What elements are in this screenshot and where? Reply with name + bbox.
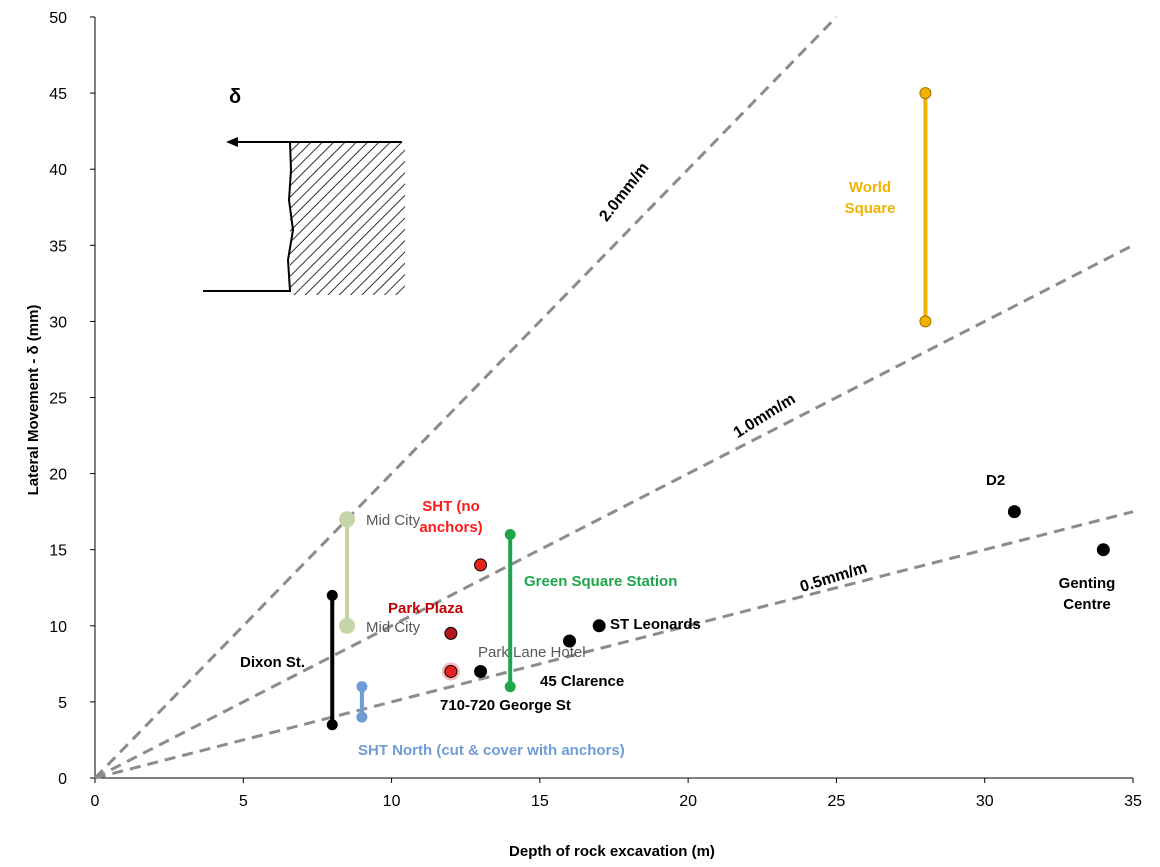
y-tick-label: 20 [49,467,67,484]
y-tick-label: 0 [58,771,67,788]
series-label: Green Square Station [524,571,677,592]
series-label: SHT (no anchors) [408,496,494,538]
series-label: 45 Clarence [540,671,624,692]
x-axis-title: Depth of rock excavation (m) [509,843,715,860]
arrow-head [226,137,238,147]
point [920,88,931,99]
series-label: ST Leonards [610,614,701,635]
point [920,316,931,327]
point [475,665,487,677]
point [327,590,338,601]
reference-label: 1.0mm/m [731,391,799,442]
reference-line [95,512,1133,778]
point [593,620,605,632]
reference-label: 0.5mm/m [798,559,869,596]
y-tick-label: 35 [49,238,67,255]
reference-line [95,245,1133,778]
y-tick-label: 25 [49,391,67,408]
point [505,681,516,692]
y-tick-label: 45 [49,86,67,103]
y-tick-label: 50 [49,10,67,27]
inset-label: δ [229,86,241,108]
point [445,627,457,639]
series-label: Genting Centre [1052,573,1122,615]
series-label: Park Plaza [388,598,463,619]
x-tick-label: 35 [1124,793,1142,810]
point [475,559,487,571]
y-tick-label: 5 [58,695,67,712]
x-tick-label: 5 [239,793,248,810]
y-tick-label: 15 [49,543,67,560]
series-label: Dixon St. [240,652,305,673]
point [356,712,367,723]
y-tick-label: 30 [49,314,67,331]
reference-line [95,17,836,778]
point [327,719,338,730]
x-tick-label: 0 [91,793,100,810]
point [1008,506,1020,518]
point [505,529,516,540]
x-tick-label: 20 [679,793,697,810]
page: {"chart_data": { "type": "scatter", "x_l… [0,0,1160,867]
series-label: 710-720 George St [440,695,571,716]
reference-label: 2.0mm/m [596,160,652,225]
chart: δ Depth of rock excavation (m) Lateral M… [0,0,1160,867]
point [445,665,457,677]
inset-diagram: δ [203,86,405,295]
series-label: D2 [986,470,1005,491]
series-label: SHT North (cut & cover with anchors) [358,740,625,761]
x-tick-label: 30 [976,793,994,810]
point [356,681,367,692]
x-tick-label: 25 [828,793,846,810]
point [1097,544,1109,556]
series-label: Mid City [366,617,420,638]
x-tick-label: 15 [531,793,549,810]
point [339,511,355,527]
point [339,618,355,634]
y-tick-label: 40 [49,162,67,179]
y-axis-title: Lateral Movement - δ (mm) [25,305,42,496]
y-tick-label: 10 [49,619,67,636]
x-tick-label: 10 [383,793,401,810]
series-label: Park Lane Hotel [478,642,586,663]
series-label: World Square [830,177,910,219]
rock-hatch [290,142,405,295]
